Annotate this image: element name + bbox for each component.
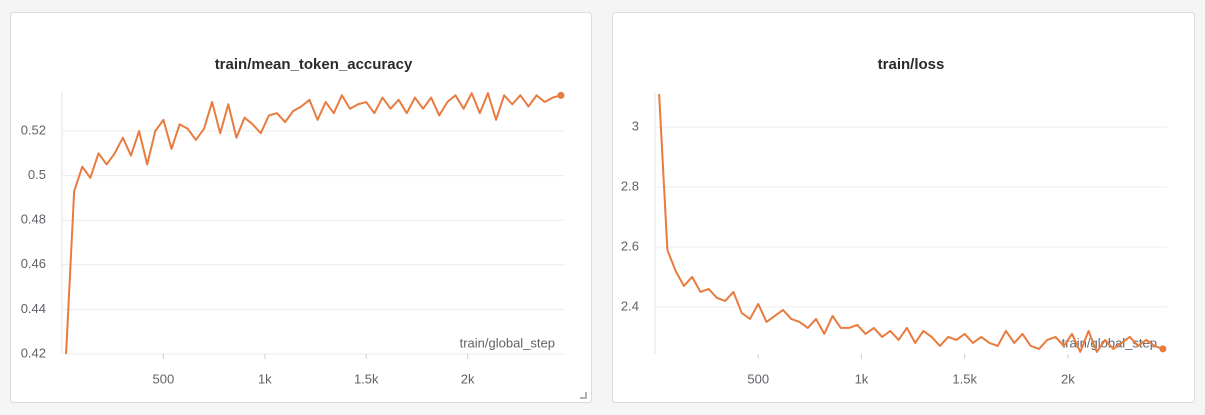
panel — [10, 12, 592, 403]
y-tick-label: 2.4 — [621, 298, 639, 313]
y-tick-label: 0.5 — [28, 167, 46, 182]
x-tick-label: 2k — [461, 371, 475, 386]
chart-title: train/loss — [878, 56, 945, 73]
x-tick-label: 1k — [258, 371, 272, 386]
x-axis-label: train/global_step — [460, 335, 555, 350]
x-tick-label: 1k — [855, 371, 869, 386]
end-point — [557, 91, 565, 99]
y-tick-label: 0.48 — [21, 212, 46, 227]
end-point — [1159, 345, 1167, 353]
y-tick-label: 2.6 — [621, 238, 639, 253]
x-tick-label: 500 — [747, 371, 769, 386]
y-tick-label: 0.44 — [21, 301, 46, 316]
chart-title: train/mean_token_accuracy — [215, 56, 413, 73]
y-tick-label: 2.8 — [621, 178, 639, 193]
y-tick-label: 0.46 — [21, 256, 46, 271]
series-line — [65, 92, 562, 355]
x-tick-label: 2k — [1061, 371, 1075, 386]
resize-handle[interactable] — [580, 392, 587, 399]
y-tick-label: 0.52 — [21, 122, 46, 137]
x-tick-label: 1.5k — [354, 371, 379, 386]
x-tick-label: 500 — [153, 371, 175, 386]
x-tick-label: 1.5k — [952, 371, 977, 386]
y-tick-label: 3 — [632, 119, 639, 134]
y-tick-label: 0.42 — [21, 345, 46, 360]
series-line — [658, 94, 1164, 353]
